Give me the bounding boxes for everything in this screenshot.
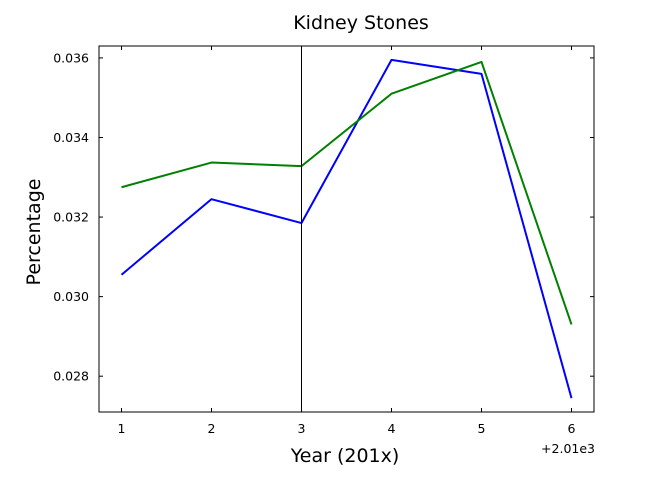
y-tick-label: 0.028: [53, 369, 89, 384]
x-tick-label: 2: [208, 421, 216, 436]
series-line-1: [120, 58, 573, 399]
x-tick-label: 3: [298, 421, 306, 436]
x-axis-offset-label: +2.01e3: [541, 441, 595, 456]
y-tick-label: 0.034: [53, 130, 89, 145]
plot-frame: [98, 45, 595, 413]
x-tick-label: 5: [478, 421, 486, 436]
x-tick-label: 1: [118, 421, 126, 436]
y-tick-label: 0.036: [53, 50, 89, 65]
chart-title: Kidney Stones: [293, 12, 429, 34]
x-tick-label: 6: [568, 421, 576, 436]
y-axis-label: Percentage: [23, 179, 45, 286]
y-tick-label: 0.030: [53, 289, 89, 304]
y-tick-label: 0.032: [53, 210, 89, 225]
x-tick-label: 4: [388, 421, 396, 436]
x-axis-label: Year (201x): [290, 445, 400, 467]
series-line-2: [121, 60, 573, 325]
plot-area: 1 2 3 4 5 6 0.028 0.030 0.032 0.034 0.036: [53, 45, 595, 436]
